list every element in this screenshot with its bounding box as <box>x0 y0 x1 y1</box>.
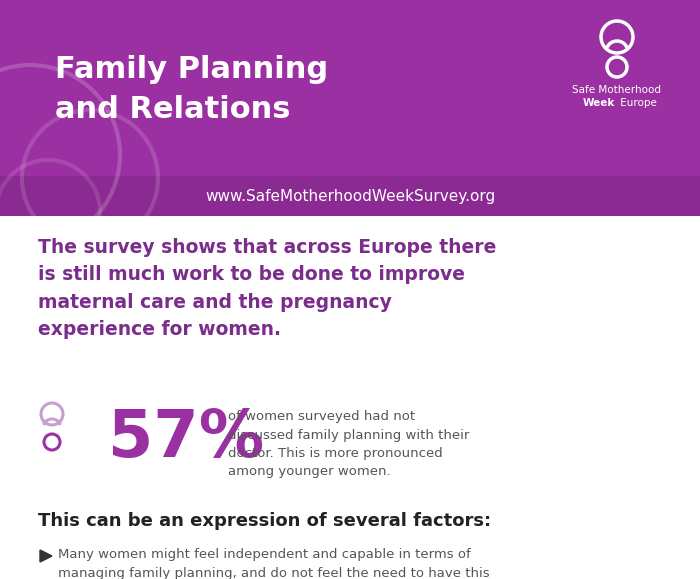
Text: of women surveyed had not
discussed family planning with their
doctor. This is m: of women surveyed had not discussed fami… <box>228 410 470 478</box>
Text: Family Planning: Family Planning <box>55 55 328 84</box>
Text: This can be an expression of several factors:: This can be an expression of several fac… <box>38 512 491 530</box>
Text: www.SafeMotherhoodWeekSurvey.org: www.SafeMotherhoodWeekSurvey.org <box>205 189 495 203</box>
Text: 57%: 57% <box>108 407 265 471</box>
Polygon shape <box>40 550 52 562</box>
Text: Safe Motherhood: Safe Motherhood <box>573 85 661 95</box>
Text: Europe: Europe <box>617 98 657 108</box>
Text: The survey shows that across Europe there
is still much work to be done to impro: The survey shows that across Europe ther… <box>38 238 496 339</box>
FancyBboxPatch shape <box>0 216 700 579</box>
FancyBboxPatch shape <box>0 0 700 216</box>
FancyBboxPatch shape <box>0 176 700 216</box>
Text: and Relations: and Relations <box>55 95 290 124</box>
Text: Many women might feel independent and capable in terms of
managing family planni: Many women might feel independent and ca… <box>58 548 489 579</box>
Text: Week: Week <box>582 98 615 108</box>
